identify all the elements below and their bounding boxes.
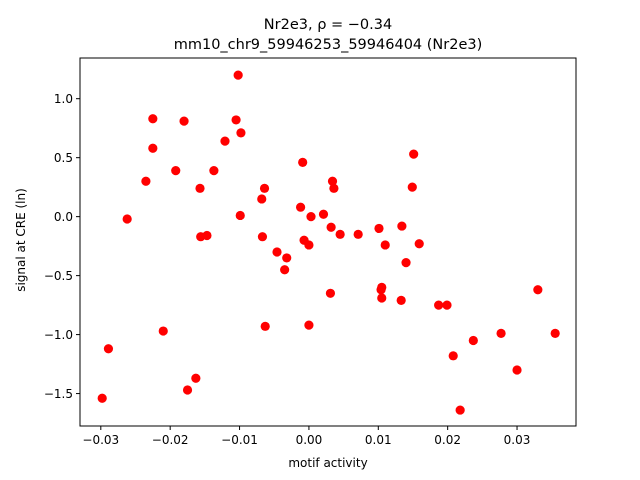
data-point bbox=[282, 253, 292, 263]
data-point bbox=[374, 223, 384, 234]
y-tick-label: −0.5 bbox=[44, 269, 73, 283]
data-point bbox=[158, 326, 168, 336]
data-point bbox=[236, 128, 246, 138]
data-point bbox=[455, 405, 465, 415]
data-point bbox=[148, 143, 158, 153]
data-point bbox=[220, 136, 230, 146]
data-point bbox=[195, 183, 205, 193]
chart-title-line-1: Nr2e3, ρ = −0.34 bbox=[264, 17, 392, 33]
data-point bbox=[171, 166, 181, 176]
data-point bbox=[533, 285, 543, 295]
x-tick-label: 0.01 bbox=[365, 433, 392, 447]
data-point bbox=[295, 202, 306, 212]
y-tick-label: 0.0 bbox=[54, 210, 73, 224]
data-point bbox=[409, 149, 419, 159]
data-point bbox=[329, 183, 339, 193]
data-point bbox=[103, 344, 114, 354]
data-point bbox=[434, 300, 444, 310]
data-point bbox=[257, 194, 267, 204]
data-point bbox=[414, 239, 424, 249]
y-axis-ticks: −1.5 −1.0 −0.5 0.0 0.5 1.0 bbox=[44, 92, 80, 401]
data-point bbox=[318, 209, 329, 219]
y-tick-label: 1.0 bbox=[54, 92, 73, 106]
data-point bbox=[97, 393, 107, 403]
y-tick-label: −1.5 bbox=[44, 387, 73, 401]
data-point bbox=[141, 176, 151, 186]
data-point bbox=[202, 230, 212, 241]
data-point bbox=[401, 258, 411, 268]
plot-area-frame bbox=[79, 57, 577, 427]
x-tick-label: 0.02 bbox=[434, 433, 461, 447]
data-point bbox=[326, 222, 336, 232]
data-point bbox=[298, 157, 308, 167]
data-point bbox=[233, 70, 243, 80]
data-point bbox=[304, 240, 314, 250]
data-point bbox=[512, 365, 522, 375]
data-point bbox=[260, 321, 270, 331]
data-point bbox=[397, 221, 407, 231]
data-point bbox=[448, 351, 458, 361]
x-axis-label: motif activity bbox=[288, 456, 367, 470]
data-point bbox=[259, 183, 270, 193]
data-point bbox=[272, 247, 282, 257]
data-point bbox=[148, 114, 158, 124]
y-tick-label: −1.0 bbox=[44, 328, 73, 342]
data-point bbox=[468, 335, 478, 346]
x-tick-label: −0.03 bbox=[82, 433, 119, 447]
x-tick-label: 0.03 bbox=[504, 433, 531, 447]
data-point bbox=[550, 328, 560, 339]
data-points bbox=[97, 70, 560, 415]
data-point bbox=[380, 240, 390, 250]
data-point bbox=[442, 300, 452, 310]
y-tick-label: 0.5 bbox=[54, 151, 73, 165]
chart-title-line-2: mm10_chr9_59946253_59946404 (Nr2e3) bbox=[174, 37, 483, 53]
data-point bbox=[304, 320, 314, 330]
x-tick-label: −0.02 bbox=[152, 433, 189, 447]
x-axis-ticks: −0.03 −0.02 −0.01 0.00 0.01 0.02 0.03 bbox=[82, 426, 530, 447]
y-axis-label: signal at CRE (ln) bbox=[14, 188, 28, 292]
x-tick-label: −0.01 bbox=[221, 433, 258, 447]
x-tick-label: 0.00 bbox=[296, 433, 323, 447]
data-point bbox=[335, 229, 345, 239]
data-point bbox=[122, 214, 132, 224]
data-point bbox=[191, 373, 201, 383]
data-point bbox=[327, 176, 338, 186]
data-point bbox=[257, 232, 268, 242]
data-point bbox=[280, 265, 290, 275]
data-point bbox=[325, 288, 336, 298]
data-point bbox=[496, 328, 506, 339]
data-point bbox=[407, 182, 417, 192]
data-point bbox=[353, 229, 363, 239]
data-point bbox=[306, 212, 316, 222]
data-point bbox=[377, 282, 387, 293]
data-point bbox=[377, 293, 387, 303]
data-point bbox=[396, 295, 406, 305]
data-point bbox=[182, 385, 193, 395]
data-point bbox=[235, 210, 245, 221]
data-point bbox=[179, 116, 189, 126]
data-point bbox=[231, 115, 241, 125]
data-point bbox=[209, 166, 219, 176]
